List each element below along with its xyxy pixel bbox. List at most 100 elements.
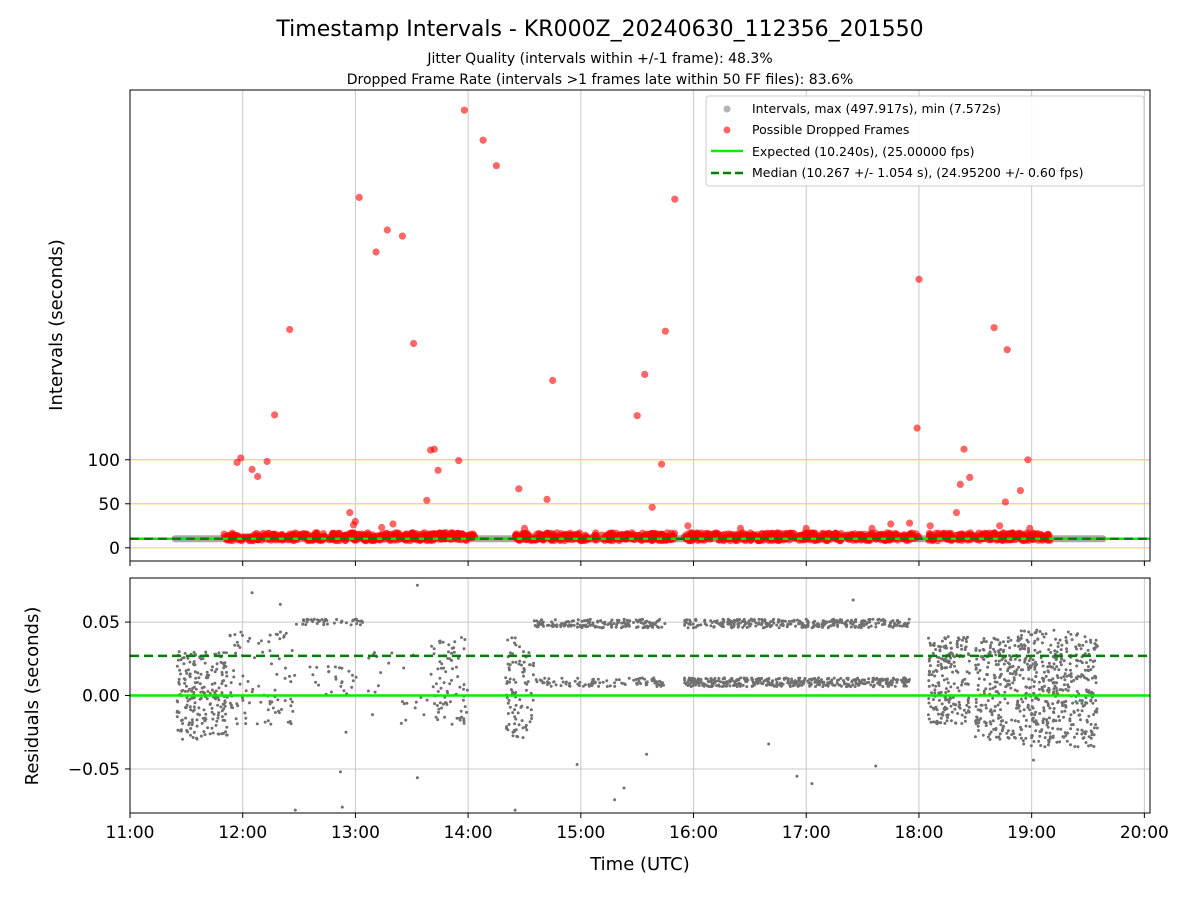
- residual-point: [996, 703, 1000, 707]
- residual-point: [1034, 729, 1038, 733]
- residual-point: [1019, 725, 1022, 729]
- residual-point: [996, 663, 1000, 666]
- residual-point: [179, 672, 182, 676]
- residual-point: [958, 703, 962, 707]
- residual-point: [555, 625, 559, 629]
- residual-point: [977, 721, 981, 725]
- residual-point: [903, 624, 907, 627]
- residual-point: [1075, 689, 1079, 693]
- residual-point: [513, 708, 517, 712]
- residual-point: [729, 625, 733, 629]
- residual-point: [552, 680, 556, 684]
- residual-point: [755, 681, 759, 685]
- residual-point: [1043, 745, 1047, 749]
- residual-point: [1084, 741, 1088, 744]
- residual-point: [709, 619, 713, 623]
- residual-point: [1016, 720, 1020, 723]
- residual-point: [932, 720, 936, 724]
- residual-point: [175, 715, 179, 719]
- residual-point: [522, 667, 526, 670]
- residual-point: [1094, 723, 1098, 727]
- residual-point: [1049, 678, 1053, 682]
- residual-point: [990, 713, 994, 717]
- residual-point: [946, 716, 950, 719]
- residual-point: [627, 676, 631, 680]
- residual-point: [1002, 662, 1006, 666]
- residual-point: [1033, 713, 1037, 717]
- residual-point: [1047, 670, 1050, 674]
- residual-point: [946, 713, 950, 717]
- residual-point: [1000, 729, 1004, 733]
- dropped-frame-point-23: [479, 136, 487, 144]
- residual-point: [933, 688, 937, 692]
- residual-point: [1070, 680, 1073, 684]
- residual-point: [208, 732, 212, 736]
- x-tick-label-14:00: 14:00: [444, 823, 493, 843]
- residual-point: [1065, 739, 1069, 743]
- residual-point: [975, 716, 979, 719]
- residual-point: [942, 645, 946, 649]
- residual-point: [883, 678, 887, 682]
- dropped-frame-point: [470, 531, 478, 540]
- residual-point: [605, 685, 609, 688]
- residual-point: [1061, 735, 1065, 739]
- residual-point: [339, 684, 343, 688]
- residual-point: [1052, 707, 1056, 710]
- residual-point: [204, 712, 208, 716]
- residual-point: [992, 647, 995, 651]
- dropped-frame-point-24: [492, 162, 500, 170]
- dropped-frame-point: [1008, 530, 1017, 538]
- residual-point: [797, 676, 801, 680]
- dropped-frame-point-5: [271, 411, 279, 419]
- residual-point: [812, 622, 816, 626]
- residual-point: [1076, 708, 1080, 712]
- residual-point: [999, 648, 1003, 651]
- residual-point: [976, 671, 980, 675]
- residual-point: [1059, 648, 1063, 652]
- residual-point: [448, 682, 452, 686]
- residual-point: [719, 680, 722, 684]
- residual-point: [244, 689, 248, 693]
- residual-point: [278, 637, 282, 641]
- residual-outlier-5: [344, 730, 348, 734]
- residual-point: [952, 660, 956, 664]
- residual-point: [868, 618, 872, 621]
- residual-point: [728, 619, 732, 623]
- residual-point: [204, 650, 208, 654]
- residual-point: [960, 683, 964, 687]
- residual-point: [1041, 664, 1045, 668]
- residual-point: [1029, 664, 1033, 668]
- residual-point: [966, 709, 970, 713]
- residual-point: [1021, 739, 1025, 743]
- residual-point: [444, 670, 448, 674]
- residual-point: [713, 677, 717, 680]
- residual-point: [1059, 727, 1063, 731]
- dropped-frame-point-38: [868, 524, 876, 533]
- residual-point: [524, 725, 528, 729]
- residual-point: [387, 661, 391, 665]
- intervals-y-tick-label-100: 100: [88, 451, 120, 471]
- dropped-frame-point: [1037, 530, 1045, 538]
- residual-point: [213, 670, 217, 674]
- residual-point: [738, 618, 742, 622]
- residual-point: [999, 719, 1003, 723]
- residual-point: [1039, 744, 1043, 747]
- residual-point: [688, 678, 691, 682]
- residual-point: [190, 723, 194, 727]
- residual-point: [239, 630, 243, 634]
- residual-point: [302, 618, 306, 622]
- residual-point: [1093, 659, 1097, 663]
- residual-point: [175, 699, 179, 703]
- residual-point: [998, 732, 1002, 736]
- residual-point: [929, 705, 933, 709]
- residual-point: [988, 682, 992, 686]
- residual-point: [532, 619, 536, 623]
- residual-point: [988, 646, 992, 650]
- residual-point: [962, 708, 966, 712]
- residual-point: [1051, 665, 1055, 669]
- residual-point: [1062, 715, 1065, 719]
- residual-point: [181, 656, 185, 660]
- residual-point: [458, 685, 462, 689]
- residual-point: [977, 729, 980, 732]
- residual-point: [229, 703, 233, 707]
